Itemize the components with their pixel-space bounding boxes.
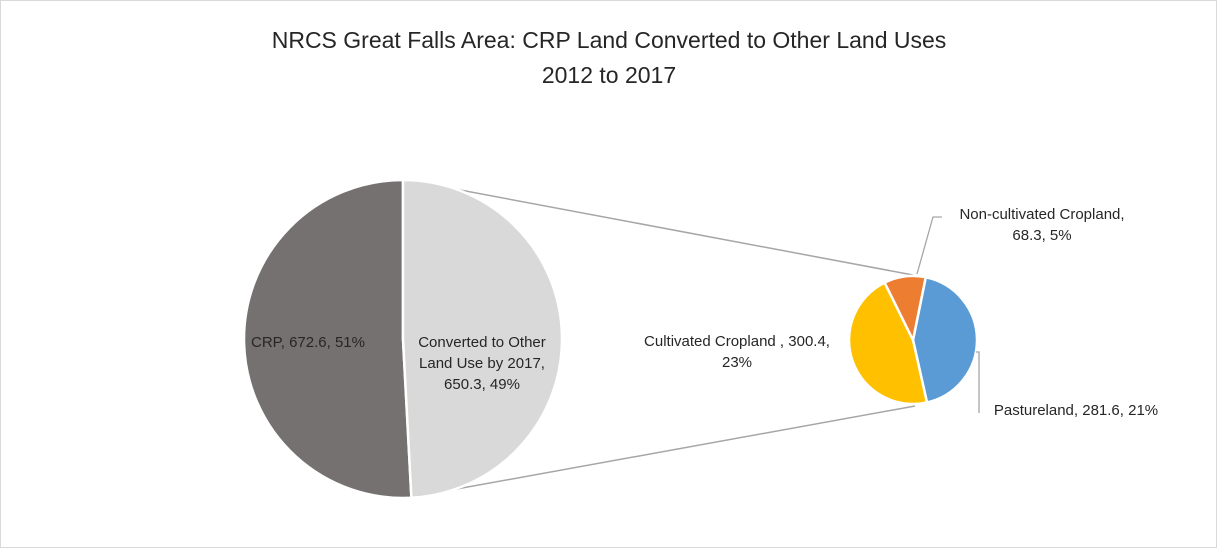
- leader-pastureland: [976, 351, 980, 413]
- label-cultivated-cropland-line: Cultivated Cropland , 300.4,: [644, 333, 830, 350]
- slice-crp: [242, 178, 413, 500]
- connector-line-bottom: [406, 405, 916, 499]
- label-cultivated-cropland: Cultivated Cropland , 300.4, 23%: [644, 333, 830, 371]
- label-converted: Converted to Other Land Use by 2017, 650.3…: [418, 334, 546, 393]
- label-cultivated-cropland-line: 23%: [722, 354, 752, 371]
- label-converted-line: 650.3, 49%: [444, 376, 520, 393]
- slice-non-cultivated-cropland: [882, 274, 928, 344]
- chart-subtitle: 2012 to 2017: [542, 62, 676, 88]
- slice-cultivated-cropland: [847, 280, 929, 406]
- slice-pastureland: [911, 275, 979, 404]
- label-non-cultivated-cropland: Non-cultivated Cropland, 68.3, 5%: [959, 206, 1124, 244]
- label-crp-line: CRP, 672.6, 51%: [251, 334, 365, 351]
- label-pastureland: Pastureland, 281.6, 21%: [994, 402, 1158, 419]
- leader-non-cultivated: [916, 216, 942, 275]
- label-non-cultivated-cropland-line: Non-cultivated Cropland,: [959, 206, 1124, 223]
- label-pastureland-line: Pastureland, 281.6, 21%: [994, 402, 1158, 419]
- slice-converted: [401, 178, 564, 500]
- label-non-cultivated-cropland-line: 68.3, 5%: [1012, 227, 1071, 244]
- label-converted-line: Converted to Other: [418, 334, 546, 351]
- label-crp: CRP, 672.6, 51%: [251, 334, 365, 351]
- label-converted-line: Land Use by 2017,: [419, 355, 545, 372]
- chart-title: NRCS Great Falls Area: CRP Land Converte…: [272, 27, 947, 53]
- connector-line-top: [406, 179, 914, 276]
